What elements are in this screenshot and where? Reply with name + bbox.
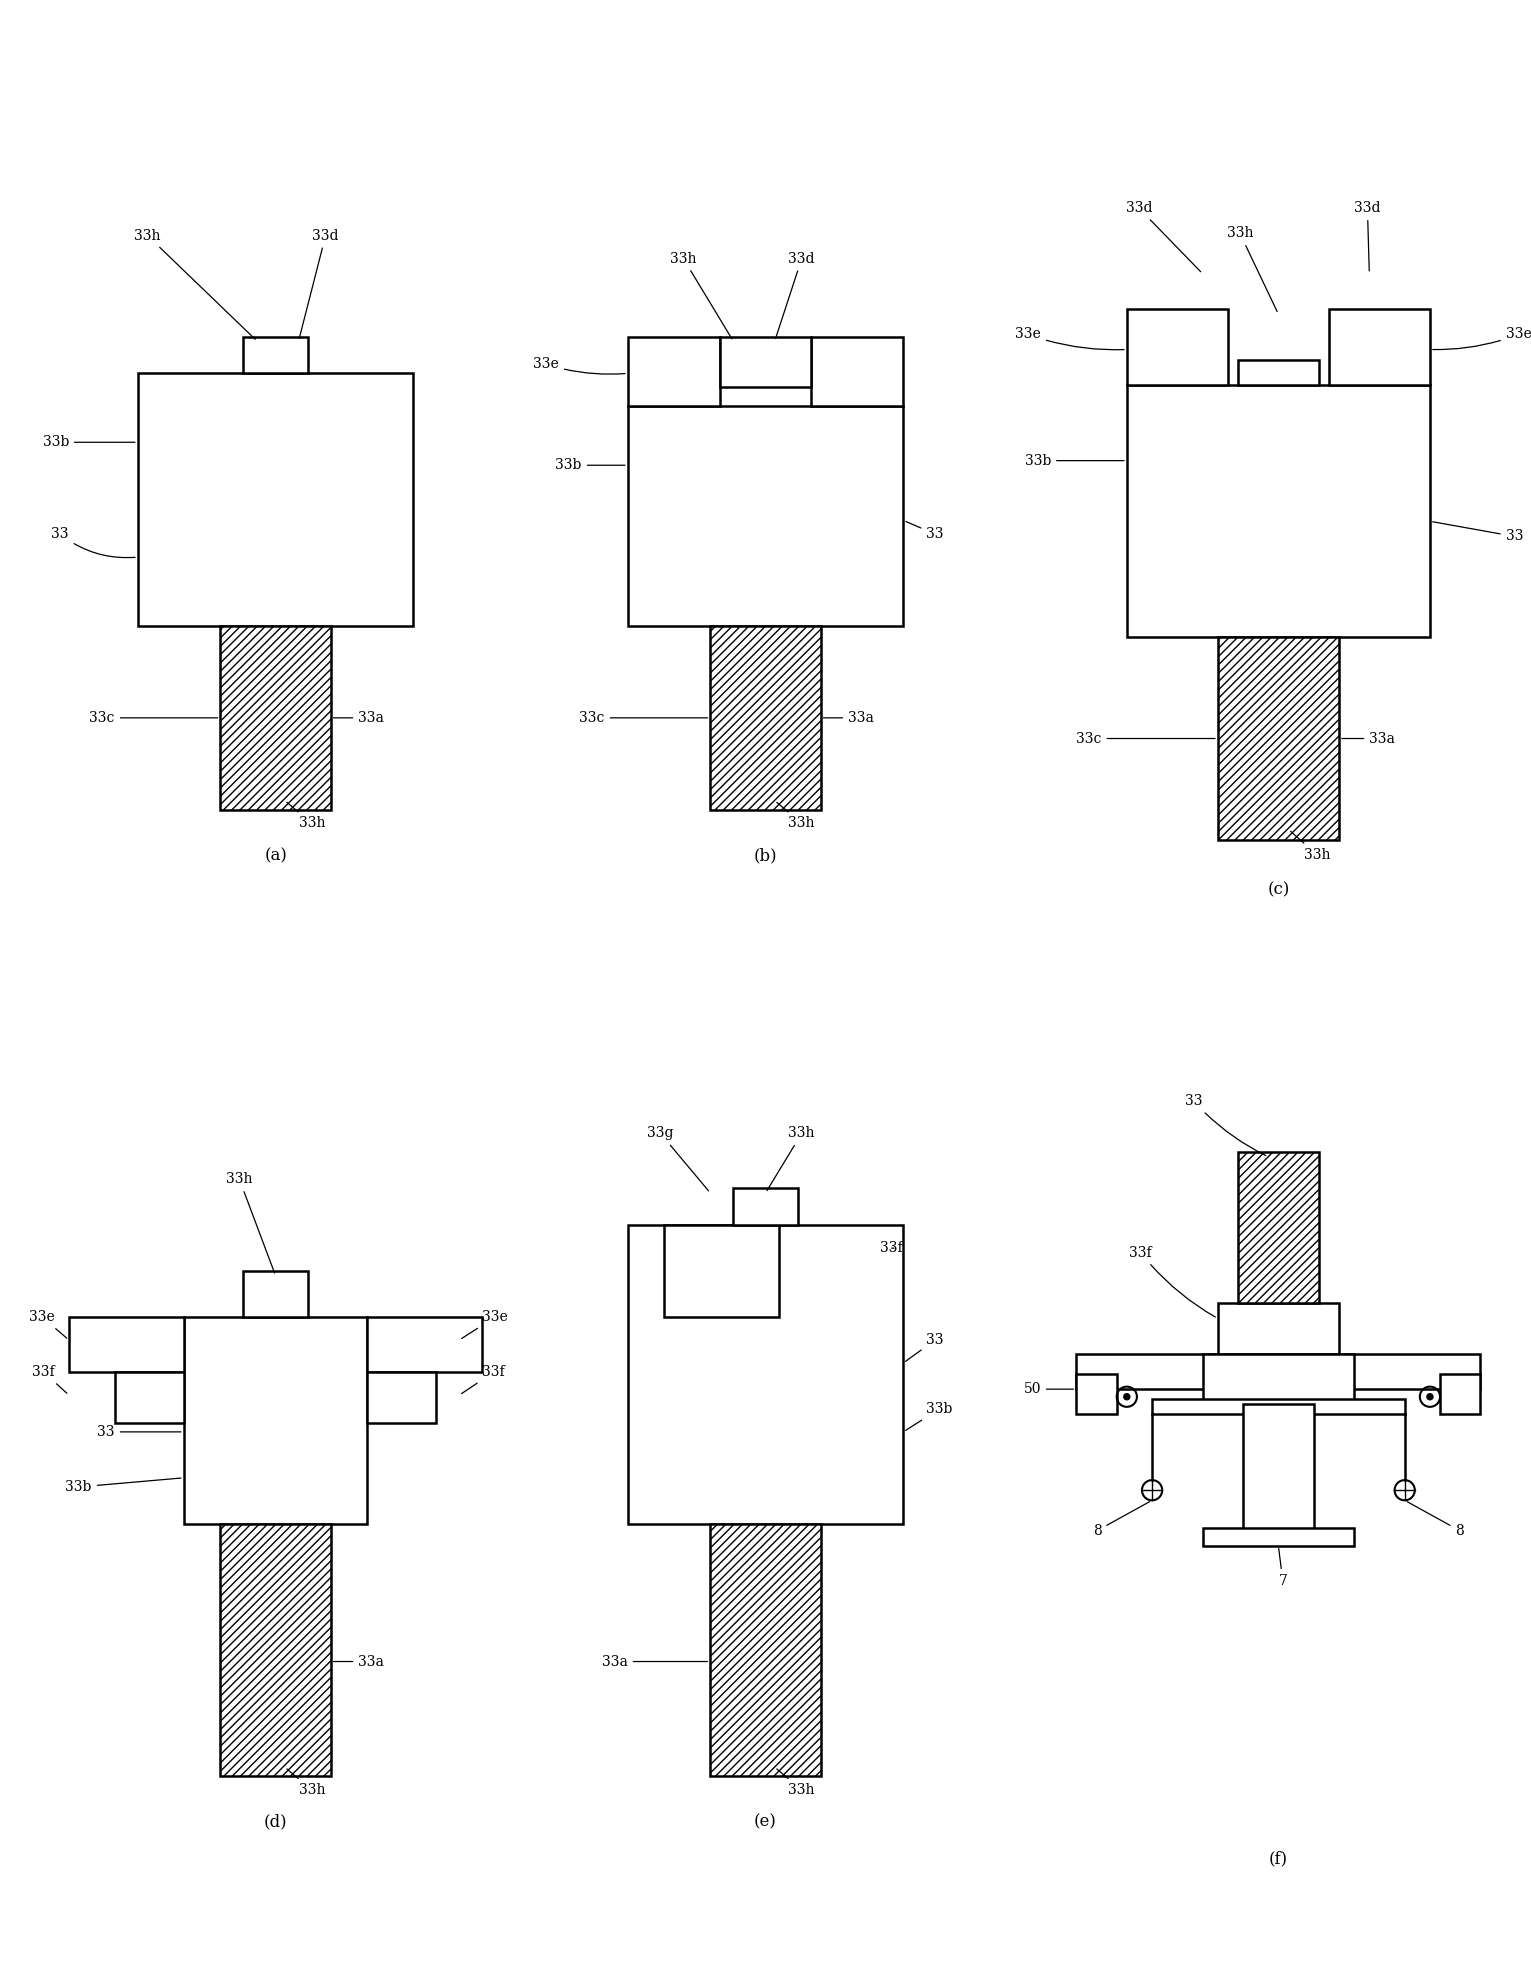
Text: 33: 33	[1433, 521, 1523, 543]
Text: 33c: 33c	[89, 712, 217, 725]
Bar	[1127, 385, 1430, 637]
Text: 33d: 33d	[1125, 201, 1200, 271]
Text: 8: 8	[1407, 1502, 1464, 1537]
Bar	[1243, 1404, 1314, 1532]
Text: 33d: 33d	[299, 228, 338, 338]
Bar	[710, 1524, 821, 1777]
Text: 33a: 33a	[824, 712, 874, 725]
Bar	[115, 1372, 184, 1423]
Text: 33d: 33d	[1355, 201, 1381, 271]
Text: 8: 8	[1093, 1502, 1150, 1537]
Text: (d): (d)	[263, 1815, 288, 1830]
Text: 33h: 33h	[135, 228, 256, 340]
Bar	[1329, 309, 1430, 385]
Text: 33a: 33a	[1341, 731, 1395, 745]
Text: 33b: 33b	[556, 458, 625, 472]
Bar	[220, 1524, 331, 1777]
Text: 33h: 33h	[227, 1172, 274, 1274]
Text: 33e: 33e	[1015, 326, 1124, 350]
Bar	[1217, 1303, 1340, 1355]
Text: 33h: 33h	[776, 1769, 814, 1797]
Text: 33e: 33e	[29, 1309, 67, 1339]
Text: 33a: 33a	[602, 1655, 707, 1669]
Text: (b): (b)	[753, 847, 778, 865]
Circle shape	[1124, 1394, 1130, 1400]
Text: 33g: 33g	[648, 1127, 709, 1191]
Bar	[367, 1372, 436, 1423]
Bar	[811, 336, 903, 405]
Bar	[243, 1272, 308, 1317]
Text: 33c: 33c	[579, 712, 707, 725]
Bar	[1340, 1355, 1480, 1390]
Text: 33h: 33h	[1291, 832, 1330, 861]
Bar	[1441, 1374, 1480, 1414]
Bar	[733, 1187, 798, 1225]
Text: 33h: 33h	[671, 252, 732, 338]
Text: 33b: 33b	[906, 1402, 952, 1431]
Text: 33f: 33f	[880, 1241, 903, 1254]
Bar	[184, 1317, 367, 1524]
Text: 33e: 33e	[1433, 326, 1531, 350]
Text: 33e: 33e	[533, 358, 625, 374]
Bar	[628, 336, 720, 405]
Bar	[220, 625, 331, 810]
Text: 33h: 33h	[286, 802, 325, 830]
Text: 33f: 33f	[462, 1364, 505, 1394]
Text: (e): (e)	[755, 1815, 776, 1830]
Text: 33d: 33d	[776, 252, 814, 338]
Text: (a): (a)	[265, 847, 286, 865]
Bar	[1127, 309, 1228, 385]
Bar	[1217, 637, 1340, 839]
Bar	[243, 336, 308, 374]
Text: 33b: 33b	[66, 1478, 181, 1494]
Text: 33h: 33h	[1226, 226, 1277, 313]
Bar	[367, 1317, 482, 1372]
Bar	[1239, 1152, 1318, 1303]
Text: 33c: 33c	[1076, 731, 1216, 745]
Text: 33: 33	[1185, 1095, 1266, 1156]
Text: (c): (c)	[1268, 881, 1289, 898]
Text: 33h: 33h	[286, 1769, 325, 1797]
Text: 33h: 33h	[767, 1127, 814, 1191]
Bar	[69, 1317, 184, 1372]
Bar	[710, 625, 821, 810]
Circle shape	[1427, 1394, 1433, 1400]
Text: 33: 33	[906, 521, 943, 541]
Bar	[1151, 1400, 1405, 1414]
Bar	[1076, 1374, 1116, 1414]
Text: 33b: 33b	[43, 434, 135, 450]
Text: 33f: 33f	[1130, 1246, 1216, 1317]
Text: 50: 50	[1023, 1382, 1073, 1396]
Bar	[720, 336, 811, 387]
Bar	[628, 1225, 903, 1524]
Text: 7: 7	[1278, 1549, 1288, 1589]
Bar	[1203, 1355, 1355, 1404]
Text: 33b: 33b	[1024, 454, 1124, 468]
Text: 33a: 33a	[334, 712, 384, 725]
Bar	[1203, 1528, 1355, 1545]
Text: 33f: 33f	[32, 1364, 67, 1394]
Bar	[628, 405, 903, 625]
Bar	[664, 1225, 779, 1317]
Text: 33h: 33h	[776, 802, 814, 830]
Text: (f): (f)	[1269, 1850, 1288, 1868]
Text: 33e: 33e	[462, 1309, 508, 1339]
Bar	[1239, 360, 1318, 385]
Text: 33a: 33a	[334, 1655, 384, 1669]
Text: 33: 33	[98, 1425, 181, 1439]
Text: 33: 33	[905, 1333, 943, 1360]
Bar	[138, 374, 413, 625]
Bar	[1076, 1355, 1217, 1390]
Text: 33: 33	[52, 527, 135, 558]
